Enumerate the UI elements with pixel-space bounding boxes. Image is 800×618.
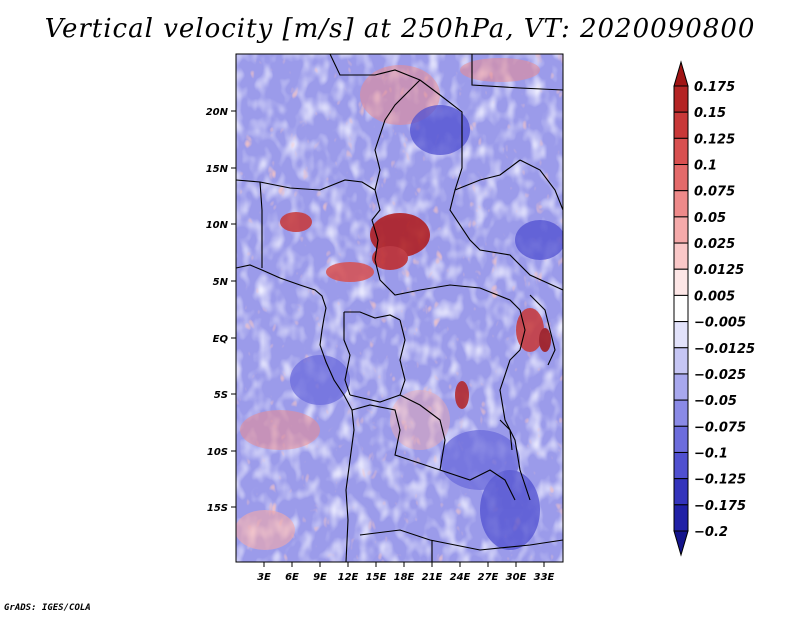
- lon-label-6E: 6E: [285, 572, 299, 583]
- colorbar-segment: [673, 216, 689, 244]
- map-frame: [235, 53, 564, 563]
- colorbar-label: −0.025: [694, 368, 746, 383]
- colorbar-label: −0.005: [694, 316, 746, 331]
- lat-label-5S: 5S: [214, 390, 228, 401]
- colorbar-segment: [673, 451, 689, 480]
- colorbar-label: −0.175: [694, 499, 746, 514]
- lat-label-20N: 20N: [206, 107, 229, 118]
- colorbar-segment: [673, 268, 689, 296]
- lon-label-30E: 30E: [506, 572, 527, 583]
- lon-label-21E: 21E: [422, 572, 443, 583]
- colorbar-bottom-arrow: [673, 530, 689, 557]
- colorbar-label: −0.1: [694, 446, 728, 461]
- colorbar-segment: [673, 137, 689, 166]
- colorbar-label: 0.025: [694, 237, 735, 252]
- colorbar-segment: [673, 190, 689, 218]
- colorbar-label: 0.0125: [694, 263, 744, 278]
- lat-label-15S: 15S: [207, 503, 228, 514]
- lat-labels: 20N 15N 10N 5N EQ 5S 10S 15S: [206, 107, 229, 514]
- lat-label-10N: 10N: [206, 220, 229, 231]
- lon-label-3E: 3E: [257, 572, 271, 583]
- colorbar-segment: [673, 425, 689, 453]
- colorbar-label: 0.125: [694, 132, 735, 147]
- colorbar-label: 0.005: [694, 289, 735, 304]
- grads-credit: GrADS: IGES/COLA: [4, 603, 91, 613]
- colorbar-segment: [673, 111, 689, 139]
- lon-label-12E: 12E: [338, 572, 359, 583]
- country-borders: [236, 54, 563, 562]
- lat-axis: [231, 110, 236, 508]
- colorbar-label: −0.0125: [694, 342, 755, 357]
- colorbar-label: −0.05: [694, 394, 737, 409]
- lat-label-15N: 15N: [206, 164, 229, 175]
- lon-labels: 3E 6E 9E 12E 15E 18E 21E 24E 27E 30E 33E: [257, 572, 554, 583]
- map-title: Vertical velocity [m/s] at 250hPa, VT: 2…: [44, 14, 756, 44]
- colorbar-top-arrow: [673, 60, 689, 87]
- colorbar-segment: [673, 347, 689, 375]
- lon-label-9E: 9E: [313, 572, 327, 583]
- colorbar-segment: [673, 85, 689, 113]
- colorbar-label: −0.075: [694, 420, 746, 435]
- lat-label-10S: 10S: [207, 447, 228, 458]
- colorbar-label: −0.2: [694, 525, 728, 540]
- colorbar-label: 0.05: [694, 211, 726, 226]
- colorbar-label: 0.1: [694, 159, 717, 174]
- colorbar: 0.175 0.15 0.125 0.1 0.075 0.05 0.025 0.0125 0.0…: [673, 60, 755, 557]
- colorbar-label: 0.175: [694, 80, 735, 95]
- colorbar-segment: [673, 504, 689, 532]
- colorbar-segment: [673, 321, 689, 349]
- downdraft-patches: [290, 105, 563, 550]
- colorbar-label: 0.075: [694, 185, 735, 200]
- lon-label-24E: 24E: [450, 572, 471, 583]
- velocity-field: [236, 54, 563, 562]
- colorbar-segment: [673, 242, 689, 270]
- colorbar-segment: [673, 478, 689, 506]
- colorbar-segment: [673, 373, 689, 401]
- colorbar-segment: [673, 294, 689, 323]
- colorbar-segment: [673, 164, 689, 192]
- colorbar-label: 0.15: [694, 106, 726, 121]
- lat-label-EQ: EQ: [213, 334, 229, 345]
- lat-label-5N: 5N: [213, 277, 229, 288]
- lon-axis: [263, 562, 545, 567]
- colorbar-label: −0.125: [694, 473, 746, 488]
- lon-label-18E: 18E: [394, 572, 415, 583]
- lon-label-15E: 15E: [366, 572, 387, 583]
- colorbar-segment: [673, 399, 689, 427]
- lon-label-33E: 33E: [534, 572, 555, 583]
- lon-label-27E: 27E: [478, 572, 499, 583]
